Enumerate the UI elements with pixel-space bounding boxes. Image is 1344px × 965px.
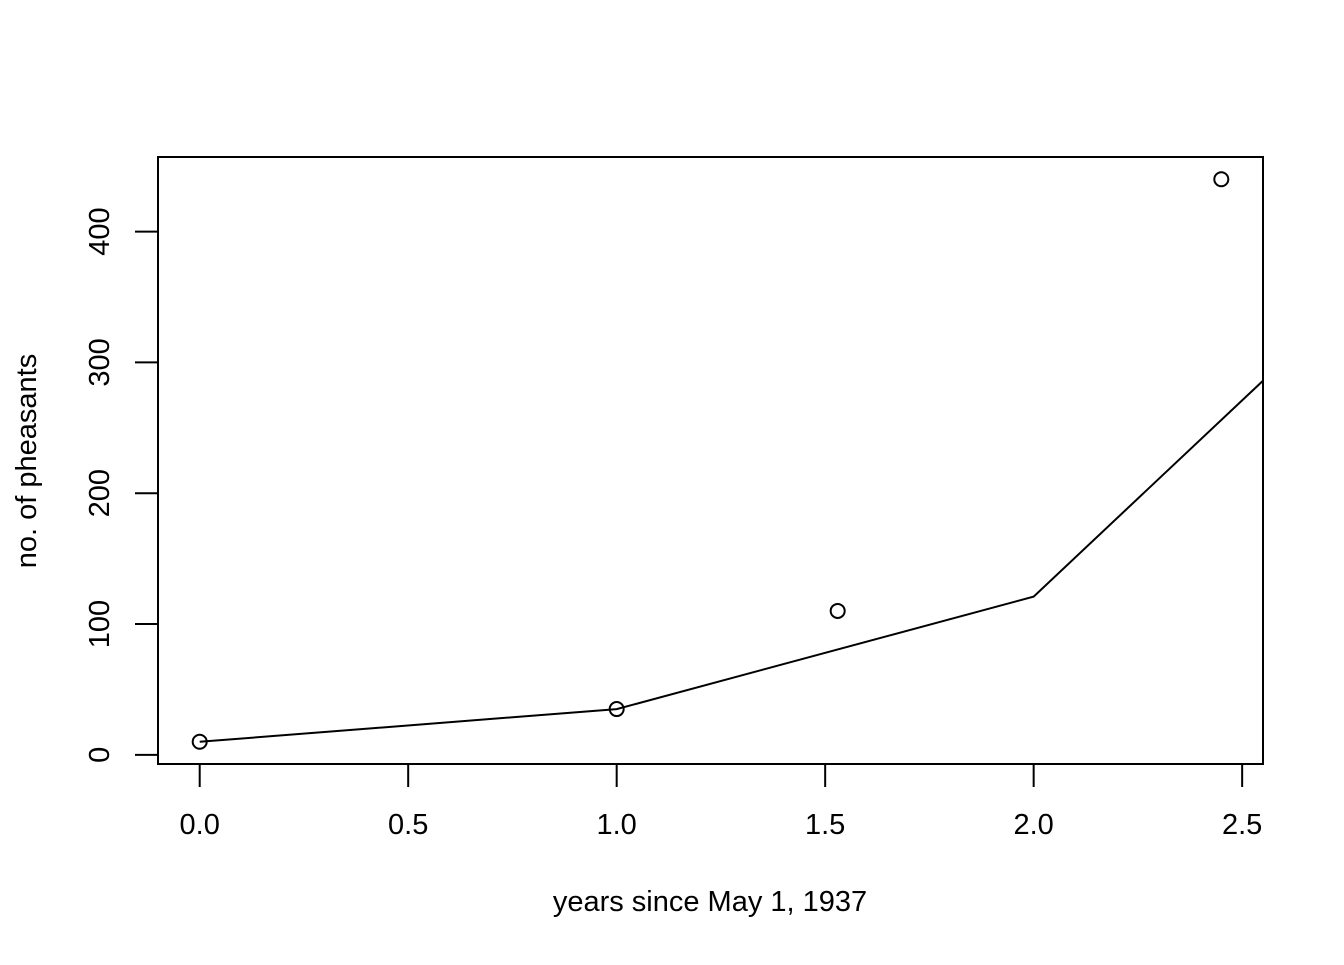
- series-line: [199, 379, 1263, 743]
- x-axis-title: years since May 1, 1937: [553, 886, 867, 918]
- data-point: [829, 602, 846, 619]
- y-axis-title: no. of pheasants: [11, 354, 43, 568]
- data-point: [608, 701, 625, 718]
- x-tick-label: 0.5: [388, 809, 428, 841]
- y-tick-label: 300: [84, 338, 116, 386]
- data-point: [1213, 171, 1230, 188]
- plot-layer: 0.0 0.5 1.0 1.5 2.0 2.5 0 100 200 300 400: [84, 156, 1264, 841]
- plot-frame: [157, 156, 1264, 765]
- y-tick-label: 400: [84, 207, 116, 255]
- x-tick-label: 1.0: [597, 809, 637, 841]
- x-tick-label: 1.5: [805, 809, 845, 841]
- y-tick-label: 200: [84, 469, 116, 517]
- x-tick-label: 0.0: [180, 809, 220, 841]
- data-point: [191, 733, 208, 750]
- x-tick-label: 2.0: [1013, 809, 1053, 841]
- y-tick-label: 0: [84, 747, 116, 763]
- y-tick-label: 100: [84, 600, 116, 648]
- x-tick-label: 2.5: [1222, 809, 1262, 841]
